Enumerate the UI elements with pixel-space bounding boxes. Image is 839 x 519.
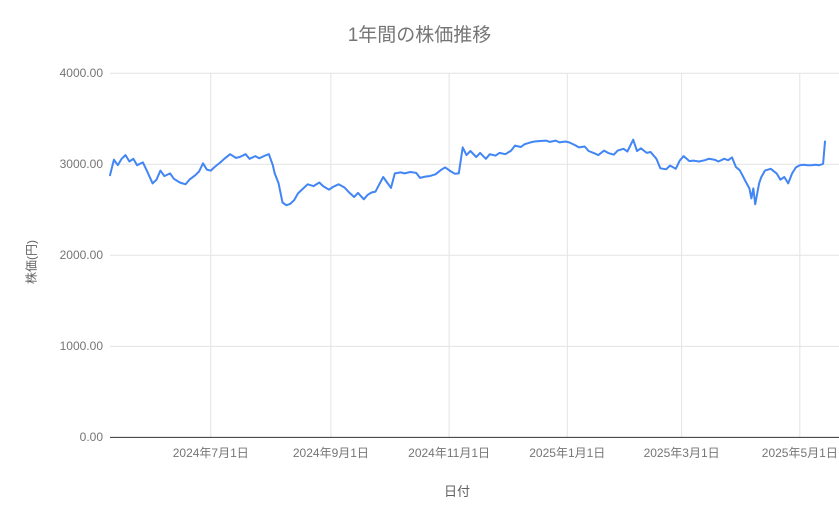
- y-axis-tick-label: 1000.00: [59, 339, 103, 354]
- x-axis-tick-label: 2025年1月1日: [529, 446, 606, 460]
- price-line: [109, 138, 826, 207]
- x-axis-tick-label: 2024年11月1日: [408, 446, 490, 460]
- y-axis-tick-label: 2000.00: [59, 248, 103, 263]
- y-axis-tick-label: 3000.00: [59, 157, 103, 172]
- chart-title: 1年間の株価推移: [347, 25, 492, 46]
- y-axis-tick-label: 4000.00: [59, 66, 103, 81]
- x-axis-title: 日付: [443, 484, 471, 499]
- x-axis-tick-label: 2025年5月1日: [761, 446, 838, 460]
- x-axis-tick-label: 2024年9月1日: [292, 446, 369, 460]
- x-axis-tick-label: 2024年7月1日: [172, 446, 249, 460]
- x-axis-tick-label: 2025年3月1日: [643, 446, 720, 460]
- y-axis-tick-label: 0.00: [79, 430, 103, 445]
